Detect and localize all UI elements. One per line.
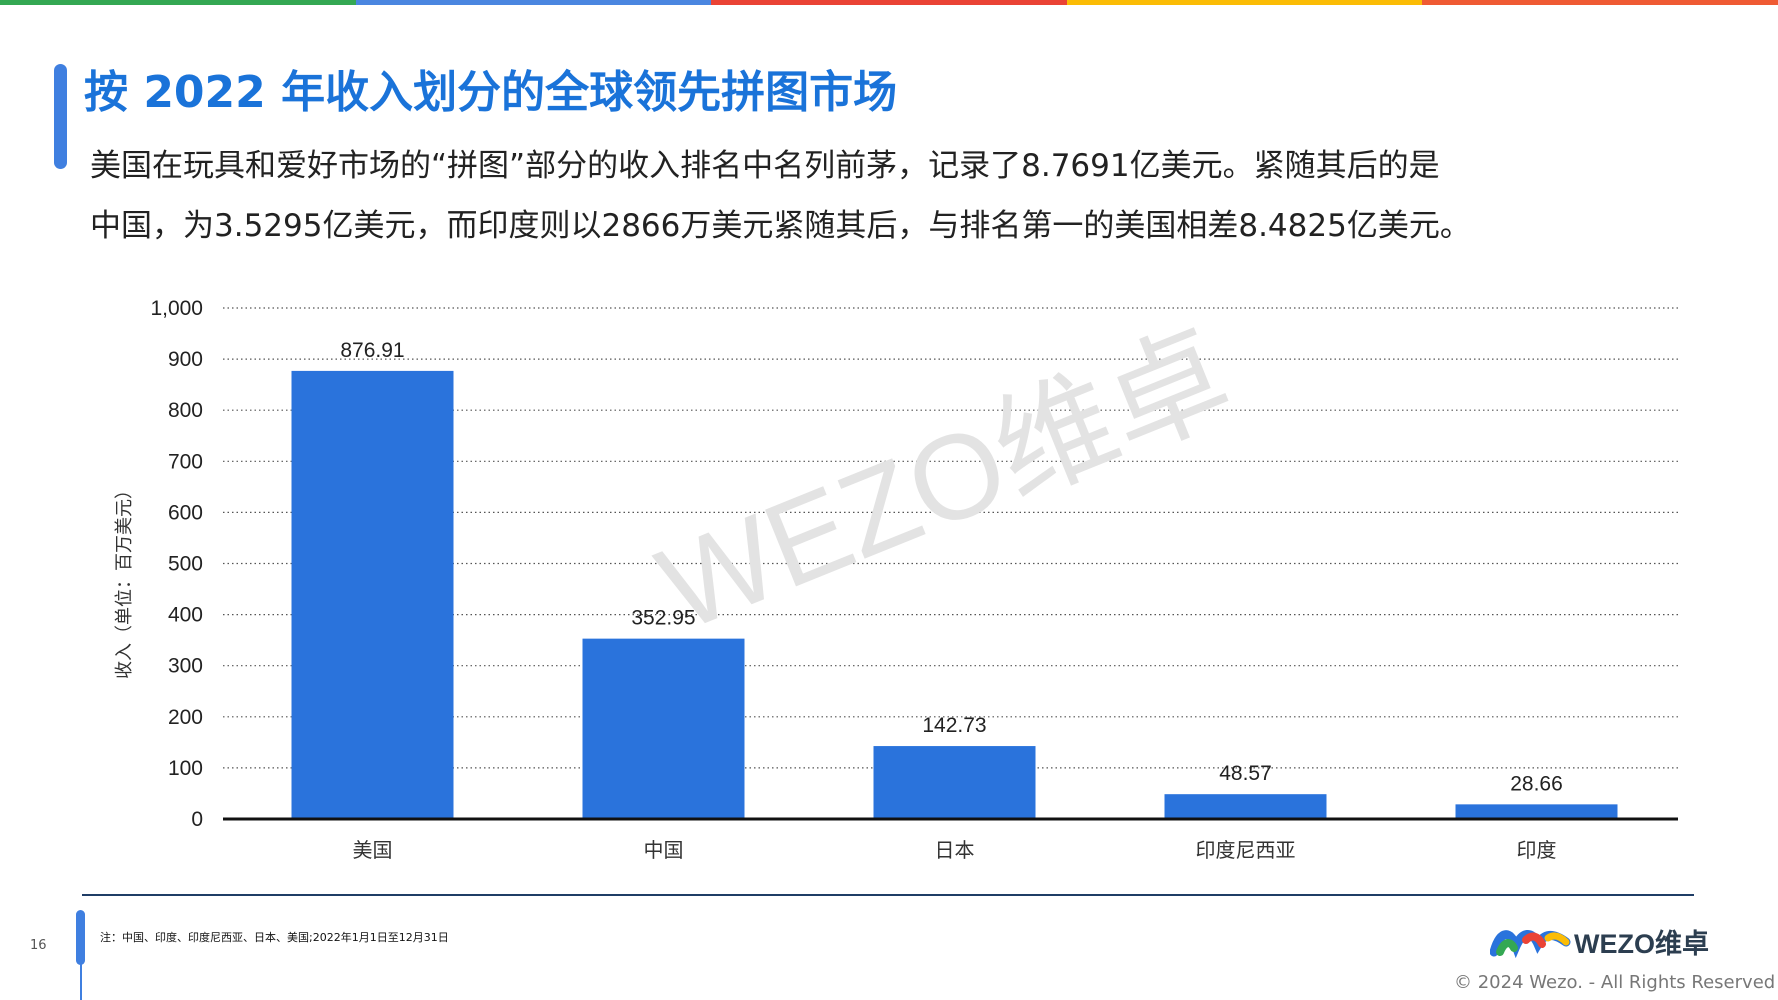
y-tick-label: 100 [168, 757, 203, 780]
bar-4 [1455, 804, 1618, 819]
bar-chart: 0 100 200 300 400 500 600 700 800 900 1,000 WEZO维卓… [114, 297, 1678, 862]
y-tick-label: 1,000 [150, 297, 203, 320]
description-line-2: 中国，为3.5295亿美元，而印度则以2866万美元紧随其后，与排名第一的美国相… [90, 208, 1471, 244]
page-title: 按 2022 年收入划分的全球领先拼图市场 [84, 67, 898, 118]
data-label: 142.73 [922, 714, 986, 737]
data-label: 28.66 [1510, 772, 1563, 795]
copyright: © 2024 Wezo. - All Rights Reserved [1454, 972, 1776, 993]
title-accent-bar [54, 64, 67, 169]
stripe-red [711, 0, 1067, 5]
y-tick-label: 700 [168, 450, 203, 473]
x-tick-label: 印度尼西亚 [1196, 838, 1296, 862]
footnote: 注：中国、印度、印度尼西亚、日本、美国;2022年1月1日至12月31日 [100, 931, 449, 944]
description-line-1: 美国在玩具和爱好市场的“拼图”部分的收入排名中名列前茅，记录了8.7691亿美元… [90, 148, 1440, 184]
chart-bars: 876.91 352.95 142.73 48.57 28.66 [291, 339, 1618, 819]
stripe-blue [355, 0, 712, 5]
footer-divider [82, 894, 1694, 896]
stripe-green [0, 0, 356, 5]
note-accent-line [80, 960, 82, 1000]
bar-1 [582, 638, 745, 819]
data-label: 48.57 [1219, 762, 1272, 785]
x-tick-label: 印度 [1517, 838, 1557, 862]
logo-green-icon [1496, 939, 1518, 956]
x-axis-labels: 美国 中国 日本 印度尼西亚 印度 [353, 838, 1557, 862]
y-tick-label: 800 [168, 399, 203, 422]
y-axis-ticks: 0 100 200 300 400 500 600 700 800 900 1,000 [150, 297, 203, 831]
y-tick-label: 600 [168, 501, 203, 524]
stripe-orange [1422, 0, 1778, 5]
bar-3 [1164, 794, 1327, 819]
logo-text: WEZO维卓 [1574, 929, 1709, 959]
data-label: 352.95 [631, 607, 695, 630]
bar-0 [291, 370, 454, 819]
y-tick-label: 900 [168, 348, 203, 371]
x-tick-label: 美国 [353, 838, 393, 862]
y-tick-label: 500 [168, 553, 203, 576]
wezo-logo: WEZO维卓 [1490, 929, 1709, 959]
y-tick-label: 400 [168, 604, 203, 627]
top-color-stripe [0, 0, 1778, 5]
description: 美国在玩具和爱好市场的“拼图”部分的收入排名中名列前茅，记录了8.7691亿美元… [90, 136, 1650, 256]
y-tick-label: 0 [191, 808, 203, 831]
y-tick-label: 300 [168, 655, 203, 678]
logo-yellow-icon [1544, 932, 1570, 946]
y-axis-label: 收入（单位：百万美元） [114, 481, 135, 679]
x-tick-label: 日本 [935, 838, 975, 862]
page-number: 16 [30, 938, 47, 953]
note-accent-bar [76, 910, 85, 965]
stripe-yellow [1066, 0, 1423, 5]
x-tick-label: 中国 [644, 838, 684, 862]
y-tick-label: 200 [168, 706, 203, 729]
logo-red-icon [1522, 932, 1546, 948]
bar-2 [873, 746, 1036, 819]
data-label: 876.91 [340, 339, 404, 362]
watermark-text: WEZO维卓 [641, 307, 1247, 656]
